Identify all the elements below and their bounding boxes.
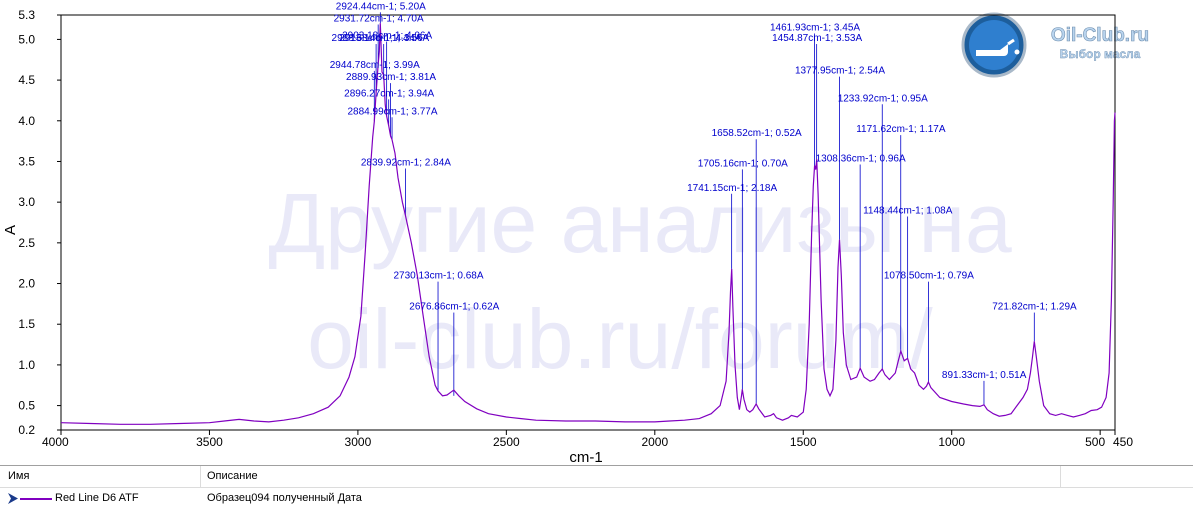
legend-row[interactable]: Red Line D6 ATF Образец094 полученный Да… — [0, 488, 1193, 509]
peak-label: 2913.14cm-1; 4.56A — [339, 33, 429, 44]
x-tick-label: 4000 — [42, 435, 69, 449]
peak-label: 1461.93cm-1; 3.45A — [770, 22, 860, 33]
y-tick-label: 2.0 — [18, 277, 35, 291]
y-tick-label: 3.0 — [18, 195, 35, 209]
peak-label: 2903.18cm-1; 4.06A — [342, 31, 432, 42]
peak-labels: 2924.44cm-1; 5.20A 2931.72cm-1; 4.70A 2903… — [330, 1, 1077, 381]
y-tick-label: 4.5 — [18, 73, 35, 87]
y-tick-label: 3.5 — [18, 154, 35, 168]
logo-title: Oil-Club.ru — [1051, 25, 1149, 46]
legend-series-description: Образец094 полученный Дата — [207, 492, 362, 504]
peak-label: 2676.86cm-1; 0.62A — [409, 302, 499, 313]
x-tick-label: 3000 — [345, 435, 372, 449]
y-tick-label: 5.3 — [18, 8, 35, 22]
peak-label: 2730.13cm-1; 0.68A — [393, 271, 483, 282]
peak-label: 1148.44cm-1; 1.08A — [863, 206, 953, 217]
y-tick-label: 5.0 — [18, 32, 35, 46]
peak-label: 2931.72cm-1; 4.70A — [334, 14, 424, 25]
legend-header: Имя Описание — [0, 466, 1193, 488]
peak-label: 2896.27cm-1; 3.94A — [344, 88, 434, 99]
x-tick-label: 3500 — [196, 435, 223, 449]
row-pointer-icon — [6, 488, 20, 517]
logo-subtitle: Выбор масла — [1060, 47, 1141, 61]
peak-label: 1308.36cm-1; 0.96A — [816, 153, 906, 164]
legend-series-name: Red Line D6 ATF — [55, 492, 139, 504]
watermark-line-1: Другие анализы на — [268, 176, 1012, 270]
peak-label: 2938.68cm-1; 4.34A — [332, 33, 422, 44]
x-tick-label: 450 — [1113, 435, 1133, 449]
oil-club-logo: Oil-Club.ru Выбор масла — [961, 12, 1149, 78]
peak-label: 2924.44cm-1; 5.20A — [336, 1, 426, 12]
series-line-red-line-d6-atf — [60, 23, 1116, 425]
y-tick-label: 2.5 — [18, 236, 35, 250]
peak-label: 2889.93cm-1; 3.81A — [346, 72, 436, 83]
x-axis-title: cm-1 — [569, 449, 602, 462]
ftir-spectrum-chart: Другие анализы на oil-club.ru/forum/ Oil… — [2, 1, 1149, 462]
peak-label: 2839.92cm-1; 2.84A — [361, 158, 451, 169]
x-tick-label: 1500 — [790, 435, 817, 449]
plot-frame — [60, 14, 1116, 431]
peak-label: 1377.95cm-1; 2.54A — [795, 66, 885, 77]
peak-label: 1454.87cm-1; 3.53A — [772, 33, 862, 44]
y-tick-label: 4.0 — [18, 114, 35, 128]
peak-label: 2884.99cm-1; 3.77A — [347, 106, 437, 117]
watermark-line-2: oil-club.ru/forum/ — [307, 292, 933, 386]
x-tick-label: 1000 — [938, 435, 965, 449]
x-tick-label: 2500 — [493, 435, 520, 449]
legend-table: Имя Описание Red Line D6 ATF Образец094 … — [0, 465, 1193, 510]
oil-can-icon — [976, 44, 1008, 56]
peak-label: 1078.50cm-1; 0.79A — [884, 271, 974, 282]
y-axis-title: A — [2, 225, 19, 235]
peak-leader-lines — [373, 12, 1035, 405]
x-tick-label: 500 — [1085, 435, 1105, 449]
series-swatch — [20, 498, 52, 500]
legend-col-name: Имя — [8, 470, 30, 482]
peak-label: 1705.16cm-1; 0.70A — [698, 158, 788, 169]
x-tick-label: 2000 — [641, 435, 668, 449]
peak-label: 1233.92cm-1; 0.95A — [838, 93, 928, 104]
legend-col-description: Описание — [207, 470, 258, 482]
peak-label: 1171.62cm-1; 1.17A — [856, 124, 946, 135]
y-tick-label: 1.5 — [18, 317, 35, 331]
axes: 4000 3500 3000 2500 2000 1500 1000 500 450 5.3 5.0… — [18, 8, 1133, 449]
peak-label: 2944.78cm-1; 3.99A — [330, 60, 420, 71]
y-tick-label: 0.2 — [18, 423, 35, 437]
peak-label: 891.33cm-1; 0.51A — [942, 370, 1027, 381]
y-tick-label: 1.0 — [18, 358, 35, 372]
peak-label: 721.82cm-1; 1.29A — [992, 302, 1077, 313]
watermark: Другие анализы на oil-club.ru/forum/ — [268, 176, 1012, 386]
y-tick-label: 0.5 — [18, 399, 35, 413]
peak-label: 1741.15cm-1; 2.18A — [687, 183, 777, 194]
peak-label: 1658.52cm-1; 0.52A — [712, 128, 802, 139]
